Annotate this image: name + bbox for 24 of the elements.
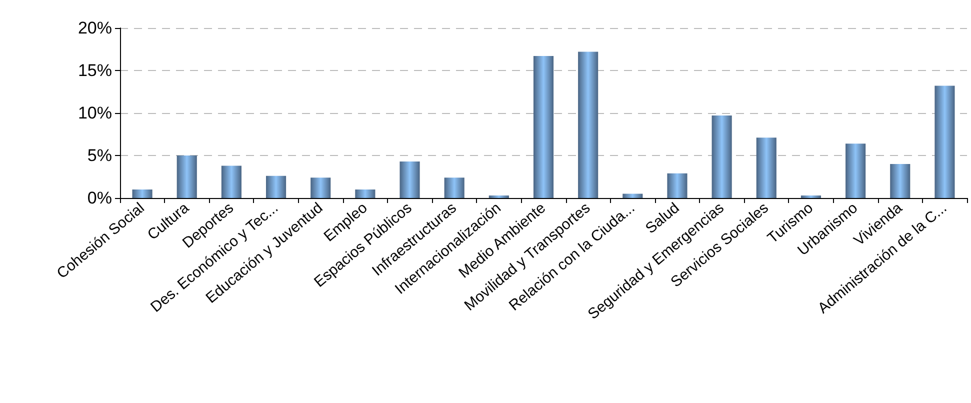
bar	[533, 56, 554, 198]
bar	[622, 194, 643, 198]
bar	[132, 190, 152, 198]
y-tick-label: 20%	[78, 18, 112, 38]
bar	[400, 161, 420, 198]
bar	[934, 86, 955, 198]
bar	[578, 52, 598, 198]
bar	[712, 116, 732, 198]
bar	[800, 195, 822, 198]
bar	[176, 156, 197, 198]
bar	[667, 173, 688, 198]
bar	[846, 144, 866, 198]
bar	[756, 138, 776, 198]
y-tick-label: 0%	[87, 188, 112, 208]
bar	[266, 176, 286, 198]
bar	[355, 190, 376, 198]
bar	[310, 178, 331, 198]
bar	[221, 166, 242, 198]
bar	[488, 195, 509, 198]
y-tick-label: 5%	[87, 146, 112, 165]
y-tick-label: 10%	[78, 104, 112, 122]
bar	[890, 164, 910, 198]
y-tick-label: 15%	[78, 61, 112, 80]
bar	[444, 178, 464, 198]
